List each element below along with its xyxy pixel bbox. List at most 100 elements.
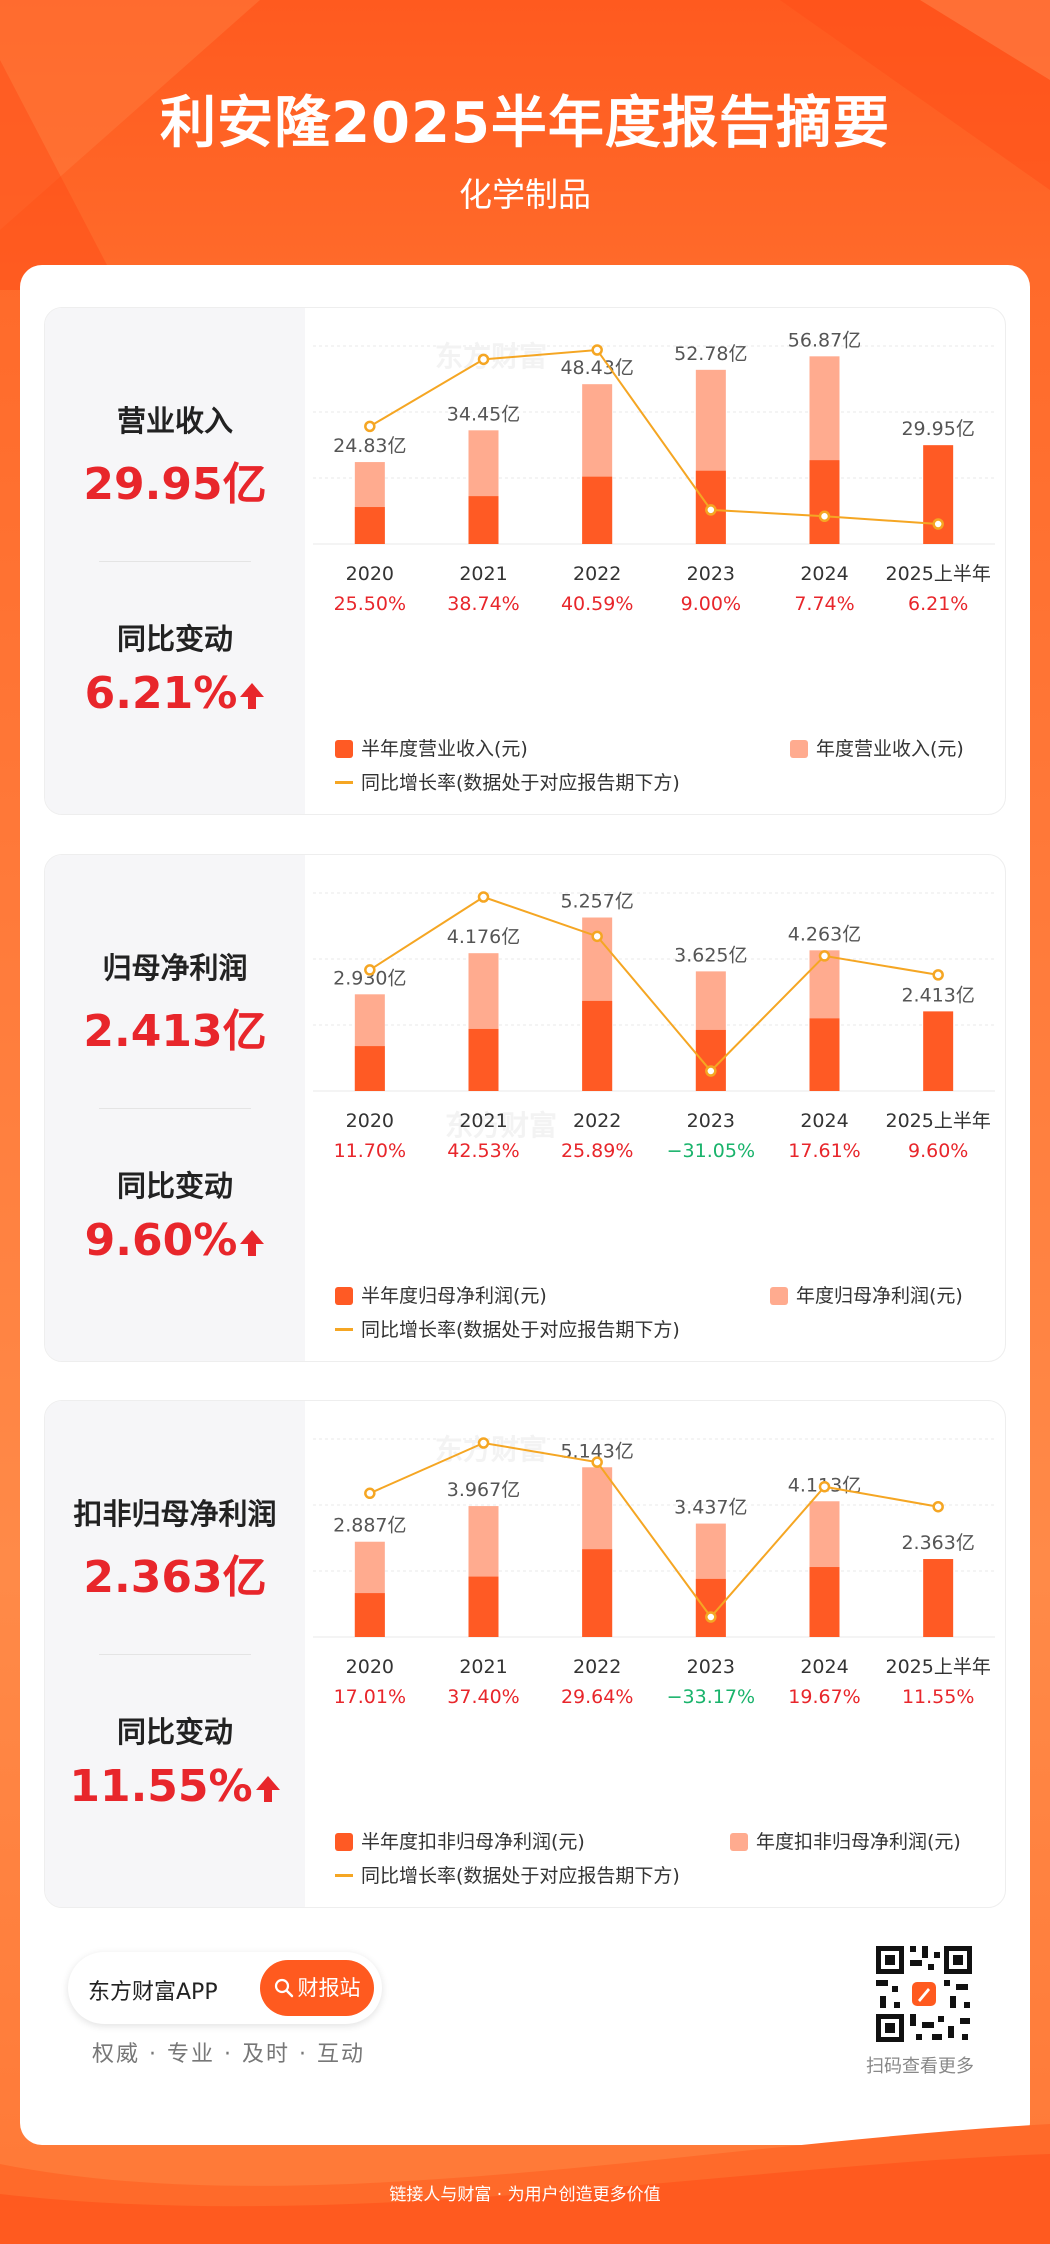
category-label: 2023 bbox=[687, 563, 735, 585]
growth-rate-label: 9.00% bbox=[681, 593, 741, 615]
slogan: 权威 · 专业 · 及时 · 互动 bbox=[92, 2042, 365, 2067]
app-badge[interactable]: 东方财富APP 财报站 bbox=[68, 1952, 382, 2024]
net-profit-kpi-panel: 归母净利润 2.413亿 同比变动 9.60% bbox=[45, 855, 305, 1361]
bar-value-label: 2.413亿 bbox=[901, 984, 974, 1006]
growth-rate-label: 7.74% bbox=[794, 593, 854, 615]
change-value: 6.21% bbox=[84, 668, 238, 719]
growth-point bbox=[932, 518, 944, 530]
legend-annual: 年度归母净利润(元) bbox=[770, 1281, 963, 1308]
bar-value-label: 48.43亿 bbox=[560, 357, 633, 379]
half-year-bar bbox=[695, 1578, 726, 1637]
deducted-net-profit-chart: 东方财富 2.887亿 2020 17.01% 3.967亿 2021 37.40% 5.14… bbox=[313, 1433, 995, 1708]
growth-line bbox=[369, 1441, 939, 1619]
financial-report-label: 财报站 bbox=[297, 1976, 361, 2000]
half-year-bar bbox=[582, 1549, 613, 1637]
legend-half: 半年度扣非归母净利润(元) bbox=[335, 1827, 585, 1854]
up-arrow-icon bbox=[255, 1776, 280, 1802]
legend-half: 半年度归母净利润(元) bbox=[335, 1281, 547, 1308]
growth-point bbox=[364, 964, 376, 976]
net-profit-chart: 东方财富 2.930亿 2020 11.70% 4.176亿 2021 42.53% 5.25… bbox=[313, 891, 995, 1162]
growth-point bbox=[818, 1480, 831, 1493]
watermark: 东方财富 bbox=[435, 1433, 547, 1466]
qr-code-icon[interactable] bbox=[872, 1942, 976, 2046]
bar-value-label: 2.887亿 bbox=[333, 1515, 406, 1537]
category-label: 2025上半年 bbox=[885, 1110, 990, 1132]
category-label: 2022 bbox=[573, 1110, 621, 1132]
watermark: 东方财富 bbox=[445, 1109, 557, 1142]
bar-value-label: 2.363亿 bbox=[901, 1532, 974, 1554]
growth-rate-label: −33.17% bbox=[667, 1686, 755, 1708]
legend-annual-label: 年度归母净利润(元) bbox=[796, 1285, 963, 1307]
category-label: 2025上半年 bbox=[885, 563, 990, 585]
growth-point bbox=[364, 420, 376, 433]
bar-value-label: 4.263亿 bbox=[788, 923, 861, 945]
legend-annual-swatch bbox=[730, 1833, 748, 1851]
revenue-chart: 东方财富24.83亿202025.50%34.45亿202138.74%48.4… bbox=[313, 329, 995, 615]
revenue-kpi-panel: 营业收入 29.95亿 同比变动 6.21% bbox=[45, 308, 305, 814]
kpi-label: 扣非归母净利润 bbox=[73, 1497, 277, 1531]
growth-rate-label: 25.89% bbox=[561, 1140, 633, 1162]
kpi-label: 归母净利润 bbox=[102, 951, 248, 985]
change-value-row: 11.55% bbox=[45, 1761, 305, 1812]
change-label: 同比变动 bbox=[116, 1715, 233, 1749]
legend-growth-line bbox=[335, 1328, 353, 1331]
growth-point bbox=[477, 1437, 490, 1449]
kpi-label: 营业收入 bbox=[116, 404, 233, 438]
growth-rate-label: 38.74% bbox=[447, 593, 519, 615]
half-year-bar bbox=[468, 496, 499, 544]
change-value: 11.55% bbox=[69, 1761, 253, 1812]
change-value: 9.60% bbox=[84, 1215, 238, 1266]
growth-point bbox=[591, 1456, 603, 1468]
bar-value-label: 4.176亿 bbox=[447, 926, 520, 948]
growth-point bbox=[705, 1611, 717, 1623]
legend-growth-label: 同比增长率(数据处于对应报告期下方) bbox=[361, 1319, 680, 1341]
growth-rate-label: 9.60% bbox=[908, 1140, 968, 1162]
legend-growth-line bbox=[335, 781, 353, 784]
legend-half-swatch bbox=[335, 1833, 353, 1851]
kpi-divider bbox=[99, 1108, 251, 1109]
growth-point bbox=[591, 344, 603, 356]
bar-value-label: 24.83亿 bbox=[333, 435, 406, 457]
deducted-net-profit-card: 扣非归母净利润 2.363亿 同比变动 11.55% 东方财富 2.887亿 202… bbox=[44, 1400, 1006, 1908]
legend-growth: 同比增长率(数据处于对应报告期下方) bbox=[335, 768, 680, 795]
category-label: 2022 bbox=[573, 563, 621, 585]
bar-value-label: 3.967亿 bbox=[447, 1479, 520, 1501]
category-label: 2020 bbox=[346, 1656, 394, 1678]
growth-point bbox=[477, 891, 490, 903]
kpi-divider bbox=[99, 561, 251, 562]
kpi-divider bbox=[99, 1654, 251, 1655]
legend-growth: 同比增长率(数据处于对应报告期下方) bbox=[335, 1861, 680, 1888]
legend-growth-line bbox=[335, 1874, 353, 1877]
growth-point bbox=[364, 1487, 376, 1500]
qr-label: 扫码查看更多 bbox=[866, 2056, 974, 2077]
growth-rate-label: 11.55% bbox=[902, 1686, 974, 1708]
category-label: 2024 bbox=[800, 1656, 848, 1678]
legend-annual-label: 年度营业收入(元) bbox=[816, 738, 964, 760]
bar-value-label: 29.95亿 bbox=[901, 418, 974, 440]
legend-half-label: 半年度扣非归母净利润(元) bbox=[361, 1831, 585, 1853]
kpi-value: 2.413亿 bbox=[83, 1006, 267, 1057]
growth-rate-label: 37.40% bbox=[447, 1686, 519, 1708]
up-arrow-icon bbox=[240, 683, 265, 709]
growth-rate-label: −31.05% bbox=[667, 1140, 755, 1162]
bar-value-label: 3.437亿 bbox=[674, 1497, 747, 1519]
change-value-row: 9.60% bbox=[45, 1215, 305, 1266]
growth-rate-label: 19.67% bbox=[788, 1686, 860, 1708]
bottom-tagline: 链接人与财富 · 为用户创造更多价值 bbox=[389, 2185, 661, 2205]
growth-rate-label: 42.53% bbox=[447, 1140, 519, 1162]
legend-half-label: 半年度归母净利润(元) bbox=[361, 1285, 547, 1307]
legend-annual: 年度营业收入(元) bbox=[790, 734, 964, 761]
bar-value-label: 5.143亿 bbox=[560, 1440, 633, 1462]
half-year-bar bbox=[923, 1011, 954, 1091]
growth-point bbox=[818, 510, 831, 523]
category-label: 2021 bbox=[459, 1110, 507, 1132]
half-year-bar bbox=[468, 1576, 499, 1637]
growth-point bbox=[705, 1065, 717, 1077]
financial-report-button[interactable]: 财报站 bbox=[260, 1960, 374, 2016]
growth-rate-label: 6.21% bbox=[908, 593, 968, 615]
bar-value-label: 5.257亿 bbox=[560, 891, 633, 913]
growth-point bbox=[932, 1500, 944, 1513]
bar-value-label: 2.930亿 bbox=[333, 967, 406, 989]
kpi-value: 29.95亿 bbox=[83, 459, 267, 510]
half-year-bar bbox=[809, 1567, 840, 1637]
